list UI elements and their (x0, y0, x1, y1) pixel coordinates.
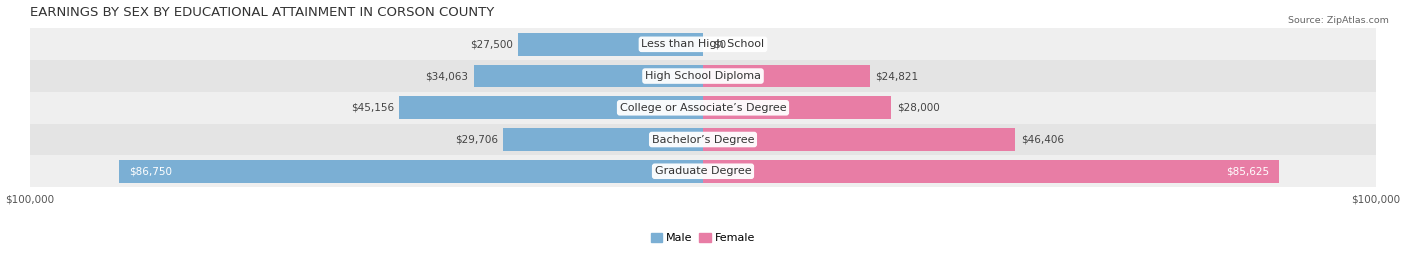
Bar (703, 65, 870, 87)
Bar (474, 65, 703, 87)
Bar (703, 160, 1279, 183)
Text: $85,625: $85,625 (1226, 166, 1270, 176)
Text: $45,156: $45,156 (350, 103, 394, 113)
Text: Bachelor’s Degree: Bachelor’s Degree (652, 134, 754, 144)
Bar (30, 60, 1376, 92)
Bar (120, 160, 703, 183)
Text: $24,821: $24,821 (876, 71, 918, 81)
Text: $86,750: $86,750 (129, 166, 173, 176)
Text: Source: ZipAtlas.com: Source: ZipAtlas.com (1288, 16, 1389, 25)
Text: $0: $0 (713, 39, 727, 49)
Text: $27,500: $27,500 (470, 39, 513, 49)
Text: Less than High School: Less than High School (641, 39, 765, 49)
Text: Graduate Degree: Graduate Degree (655, 166, 751, 176)
Text: $29,706: $29,706 (454, 134, 498, 144)
Bar (703, 96, 891, 119)
Text: EARNINGS BY SEX BY EDUCATIONAL ATTAINMENT IN CORSON COUNTY: EARNINGS BY SEX BY EDUCATIONAL ATTAINMEN… (30, 6, 495, 19)
Text: College or Associate’s Degree: College or Associate’s Degree (620, 103, 786, 113)
Bar (30, 92, 1376, 124)
Bar (503, 128, 703, 151)
Bar (30, 124, 1376, 155)
Bar (30, 29, 1376, 60)
Text: $34,063: $34,063 (426, 71, 468, 81)
Legend: Male, Female: Male, Female (647, 228, 759, 247)
Bar (703, 128, 1015, 151)
Bar (399, 96, 703, 119)
Text: High School Diploma: High School Diploma (645, 71, 761, 81)
Bar (517, 33, 703, 56)
Text: $28,000: $28,000 (897, 103, 939, 113)
Bar (30, 155, 1376, 187)
Text: $46,406: $46,406 (1021, 134, 1064, 144)
